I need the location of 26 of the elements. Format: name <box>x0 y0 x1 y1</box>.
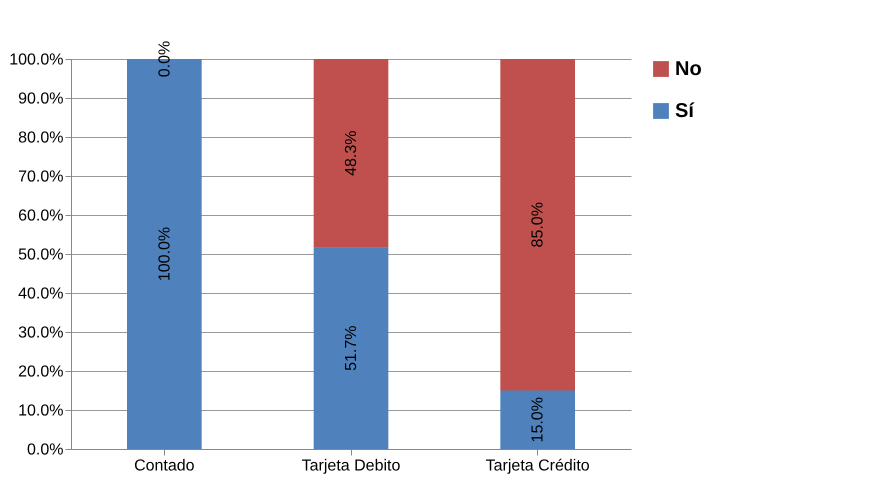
x-tick-label: Contado <box>134 458 195 474</box>
y-tick-label: 10.0% <box>18 402 64 420</box>
y-tick-label: 100.0% <box>9 52 64 68</box>
y-tick-label: 40.0% <box>18 286 64 302</box>
bar <box>500 59 575 390</box>
x-tick-label: Tarjeta Debito <box>302 458 400 474</box>
legend-label: No <box>675 58 702 80</box>
data-label: 48.3% <box>343 130 360 176</box>
y-tick-label: 80.0% <box>18 130 64 146</box>
y-tick-label: 70.0% <box>18 168 64 186</box>
x-tick-label: Tarjeta Crédito <box>486 458 590 474</box>
legend-label: Sí <box>675 100 696 122</box>
data-label: 0.0% <box>156 40 174 78</box>
y-tick-label: 30.0% <box>18 324 64 342</box>
data-label: 100.0% <box>156 226 174 282</box>
data-label: 51.7% <box>343 325 360 371</box>
y-tick-label: 0.0% <box>27 442 64 458</box>
y-tick-label: 50.0% <box>18 246 64 264</box>
y-tick-label: 90.0% <box>18 90 64 108</box>
bar <box>500 390 575 449</box>
bar <box>314 247 388 449</box>
y-tick-label: 60.0% <box>18 208 64 224</box>
data-label: 15.0% <box>530 397 547 442</box>
y-tick-label: 20.0% <box>18 364 64 380</box>
bar <box>314 59 388 248</box>
data-label: 85.0% <box>530 202 547 248</box>
